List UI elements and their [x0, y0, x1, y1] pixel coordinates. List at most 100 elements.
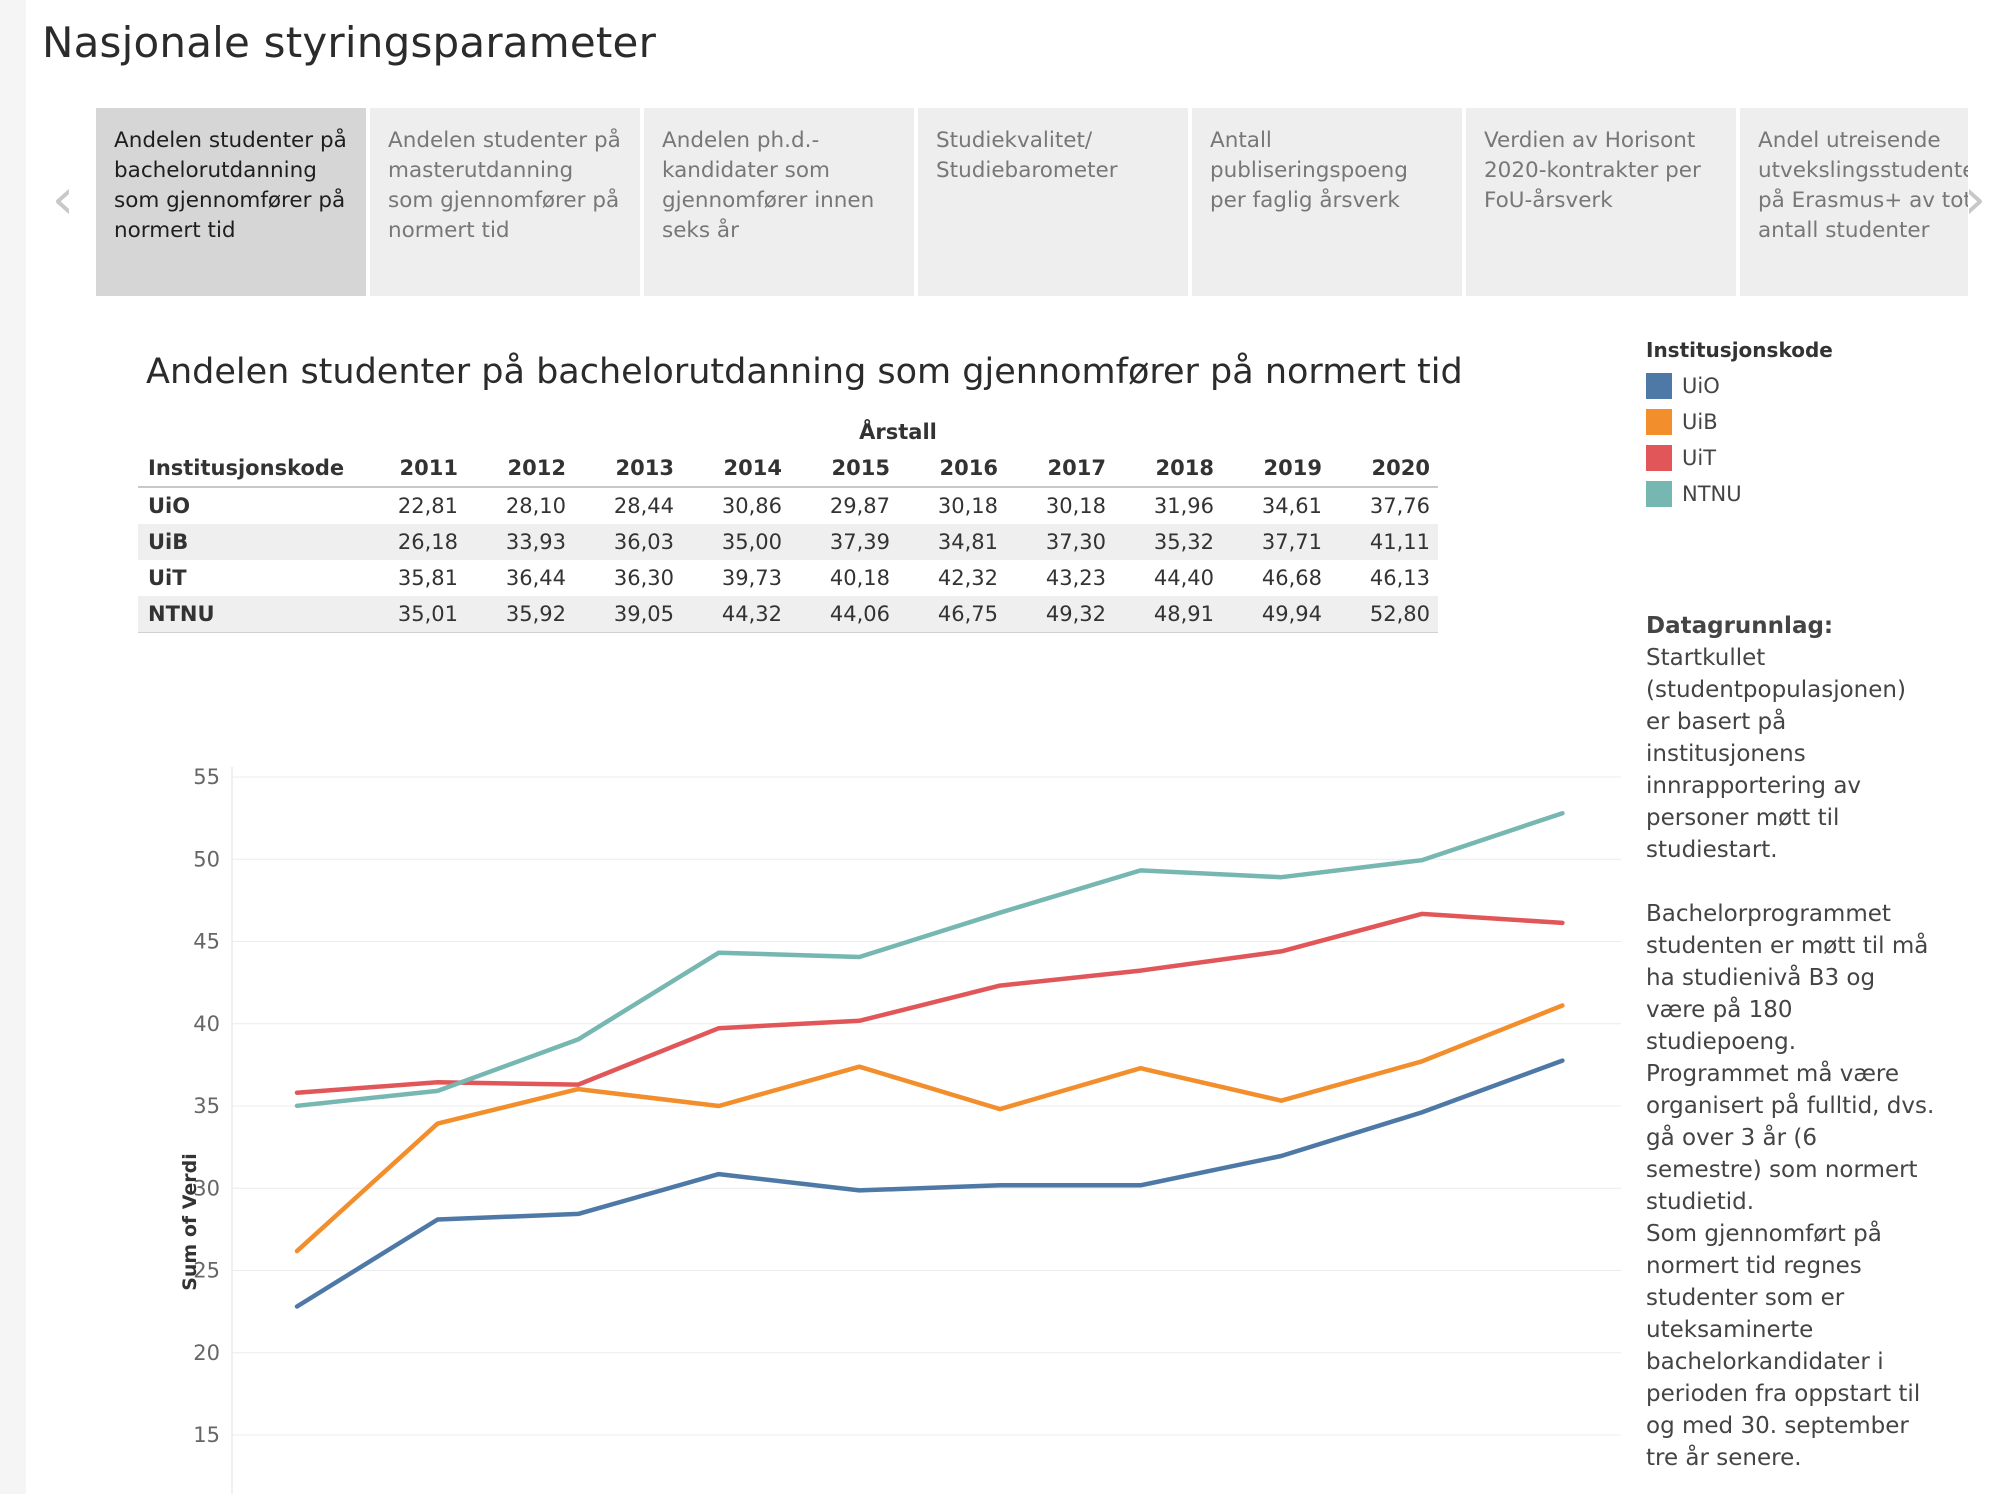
- table-cell: 31,96: [1153, 494, 1214, 518]
- y-tick-label: 35: [193, 1094, 220, 1118]
- table-cell: 49,32: [1006, 596, 1114, 633]
- tab-erasmus-exchange[interactable]: Andel utreisende utvekslingsstudenter på…: [1740, 108, 1968, 296]
- table-cell: 30,86: [721, 494, 782, 518]
- tab-bar: Andelen studenter på bachelorutdanning s…: [96, 108, 1968, 296]
- table-row: UiB 26,18 33,93 36,03 35,00 37,39 34,81 …: [138, 524, 1438, 560]
- table-cell: 44,06: [790, 596, 898, 633]
- table-cell: 41,11: [1369, 530, 1430, 554]
- table-cell: 35,01: [358, 596, 466, 633]
- table-cell: 46,75: [898, 596, 1006, 633]
- y-tick-label: 40: [193, 1012, 220, 1036]
- year-header: 2016: [898, 450, 1006, 488]
- series-line-uit: [294, 911, 1565, 1095]
- table-cell: 35,81: [397, 566, 458, 590]
- y-tick-label: 30: [193, 1176, 220, 1200]
- legend: Institusjonskode UiO UiB UiT NTNU: [1646, 338, 1833, 512]
- tab-master-completion[interactable]: Andelen studenter på masterutdanning som…: [370, 108, 640, 296]
- table-row: UiT 35,81 36,44 36,30 39,73 40,18 42,32 …: [138, 560, 1438, 596]
- tab-publication-points[interactable]: Antall publiseringspoeng per faglig årsv…: [1192, 108, 1462, 296]
- row-label: UiT: [148, 566, 187, 590]
- tab-study-quality[interactable]: Studiekvalitet/ Studiebarometer: [918, 108, 1188, 296]
- table-cell: 39,05: [574, 596, 682, 633]
- table-cell: 36,30: [613, 566, 674, 590]
- table-cell: 30,18: [1045, 494, 1106, 518]
- y-tick-label: 50: [193, 847, 220, 871]
- table-cell: 33,93: [505, 530, 566, 554]
- table-cell: 40,18: [829, 566, 890, 590]
- chart-title: Andelen studenter på bachelorutdanning s…: [146, 352, 1463, 392]
- table-cell: 46,13: [1369, 566, 1430, 590]
- year-header: 2013: [574, 450, 682, 488]
- square-swatch-icon: [1646, 481, 1672, 507]
- y-tick-label: 45: [193, 930, 220, 954]
- legend-label: UiO: [1682, 374, 1720, 398]
- carousel-prev-icon[interactable]: ‹: [51, 167, 75, 232]
- legend-item-uit[interactable]: UiT: [1646, 440, 1833, 476]
- legend-label: UiT: [1682, 446, 1717, 470]
- year-header: 2012: [466, 450, 574, 488]
- table-cell: 34,81: [937, 530, 998, 554]
- table-cell: 28,10: [505, 494, 566, 518]
- table-cell: 48,91: [1114, 596, 1222, 633]
- square-swatch-icon: [1646, 409, 1672, 435]
- legend-label: NTNU: [1682, 482, 1742, 506]
- table-cell: 30,18: [937, 494, 998, 518]
- row-label: UiB: [148, 530, 189, 554]
- legend-item-uib[interactable]: UiB: [1646, 404, 1833, 440]
- y-tick-label: 20: [193, 1341, 220, 1365]
- year-header: 2011: [358, 450, 466, 488]
- legend-title: Institusjonskode: [1646, 338, 1833, 362]
- table-cell: 44,32: [682, 596, 790, 633]
- table-cell: 44,40: [1153, 566, 1214, 590]
- table-cell: 37,76: [1369, 494, 1430, 518]
- table-header-row: Institusjonskode 2011 2012 2013 2014 201…: [138, 450, 1438, 488]
- row-label: NTNU: [138, 596, 358, 633]
- tab-phd-completion[interactable]: Andelen ph.d.-kandidater som gjennomføre…: [644, 108, 914, 296]
- y-axis-title: Sum of Verdi: [179, 1153, 201, 1291]
- table-cell: 37,39: [829, 530, 890, 554]
- table-cell: 36,03: [613, 530, 674, 554]
- data-table: Årstall Institusjonskode 2011 2012 2013 …: [138, 414, 1438, 633]
- tab-bachelor-completion[interactable]: Andelen studenter på bachelorutdanning s…: [96, 108, 366, 296]
- year-header: 2019: [1222, 450, 1330, 488]
- table-cell: 35,32: [1153, 530, 1214, 554]
- year-header: 2020: [1330, 450, 1438, 488]
- table-cell: 52,80: [1330, 596, 1438, 633]
- table-row: UiO 22,81 28,10 28,44 30,86 29,87 30,18 …: [138, 487, 1438, 524]
- year-header: 2018: [1114, 450, 1222, 488]
- dashboard-canvas: Nasjonale styringsparameter ‹ Andelen st…: [26, 0, 2008, 1494]
- table-cell: 28,44: [613, 494, 674, 518]
- series-line-uib: [294, 1003, 1565, 1254]
- note-title: Datagrunnlag:: [1646, 613, 1834, 639]
- table-cell: 34,61: [1261, 494, 1322, 518]
- series-line-ntnu: [294, 810, 1565, 1109]
- table-cell: 37,30: [1045, 530, 1106, 554]
- table-cell: 36,44: [505, 566, 566, 590]
- y-tick-label: 55: [193, 765, 220, 789]
- series-line-uio: [294, 1058, 1565, 1309]
- tab-horizon-2020[interactable]: Verdien av Horisont 2020-kontrakter per …: [1466, 108, 1736, 296]
- table-cell: 22,81: [397, 494, 458, 518]
- table-cell: 26,18: [397, 530, 458, 554]
- table-column-group-row: Årstall: [138, 414, 1438, 450]
- table-cell: 37,71: [1261, 530, 1322, 554]
- table-cell: 49,94: [1222, 596, 1330, 633]
- y-tick-label: 25: [193, 1259, 220, 1283]
- column-group-header: Årstall: [859, 420, 937, 444]
- table-cell: 35,00: [721, 530, 782, 554]
- table-cell: 43,23: [1045, 566, 1106, 590]
- row-header: Institusjonskode: [138, 450, 358, 488]
- square-swatch-icon: [1646, 373, 1672, 399]
- legend-item-ntnu[interactable]: NTNU: [1646, 476, 1833, 512]
- year-header: 2014: [682, 450, 790, 488]
- line-chart: 15 20 25 30 35 40 45 50 55 Sum of Verdi: [179, 765, 1621, 1494]
- data-basis-note: Datagrunnlag: Startkullet (studentpopulas…: [1646, 610, 1936, 1474]
- legend-label: UiB: [1682, 410, 1718, 434]
- legend-item-uio[interactable]: UiO: [1646, 368, 1833, 404]
- table-cell: 39,73: [721, 566, 782, 590]
- page-title: Nasjonale styringsparameter: [42, 18, 657, 67]
- year-header: 2017: [1006, 450, 1114, 488]
- carousel-next-icon[interactable]: ›: [1963, 167, 1987, 232]
- row-label: UiO: [148, 494, 191, 518]
- table-cell: 42,32: [937, 566, 998, 590]
